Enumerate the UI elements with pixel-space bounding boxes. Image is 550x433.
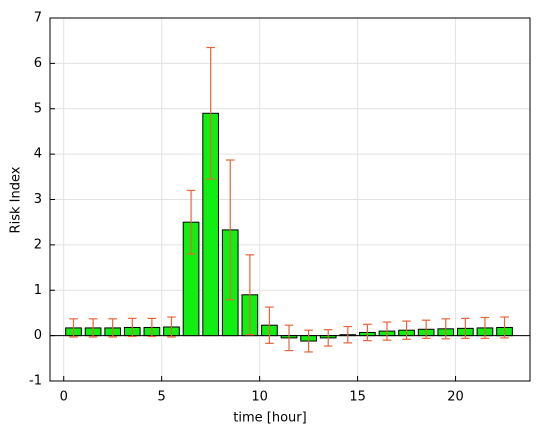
y-tick-label: 6 [34, 56, 42, 71]
y-tick-label: 2 [34, 237, 42, 252]
x-tick-label: 5 [158, 390, 166, 405]
error-bar [304, 329, 313, 353]
error-bar [88, 318, 98, 338]
error-bar [186, 189, 196, 255]
x-tick-label: 15 [349, 390, 366, 405]
error-bar [147, 317, 157, 338]
x-axis-label: time [hour] [233, 411, 306, 426]
error-bar [343, 325, 353, 344]
y-tick-label: 4 [34, 147, 42, 162]
error-bar [265, 306, 274, 344]
error-bar [167, 316, 176, 338]
error-bar [127, 317, 137, 338]
y-axis-label: Risk Index [9, 166, 24, 233]
error-bar [69, 318, 78, 338]
error-bar [284, 324, 294, 352]
error-bar [441, 318, 451, 340]
y-tick-label: 1 [34, 283, 42, 298]
y-tick-label: 7 [34, 11, 42, 26]
error-bar [363, 323, 372, 342]
error-bar [323, 329, 333, 347]
y-tick-label: 5 [34, 101, 42, 116]
x-tick-label: 10 [251, 390, 268, 405]
y-tick-label: 3 [34, 192, 42, 207]
error-bar [108, 318, 118, 338]
error-bar [382, 321, 392, 341]
plot-frame [49, 17, 531, 382]
error-bar [421, 319, 431, 339]
error-bar [206, 46, 215, 180]
error-bar [480, 316, 490, 339]
error-bar [500, 316, 509, 339]
x-tick-label: 0 [60, 390, 68, 405]
y-tick-label: -1 [29, 374, 42, 389]
error-bar [402, 320, 411, 340]
error-bar [225, 159, 235, 301]
y-tick-label: 0 [34, 328, 42, 343]
x-tick-label: 20 [447, 390, 464, 405]
error-bar [461, 317, 470, 339]
error-bar [245, 254, 255, 336]
